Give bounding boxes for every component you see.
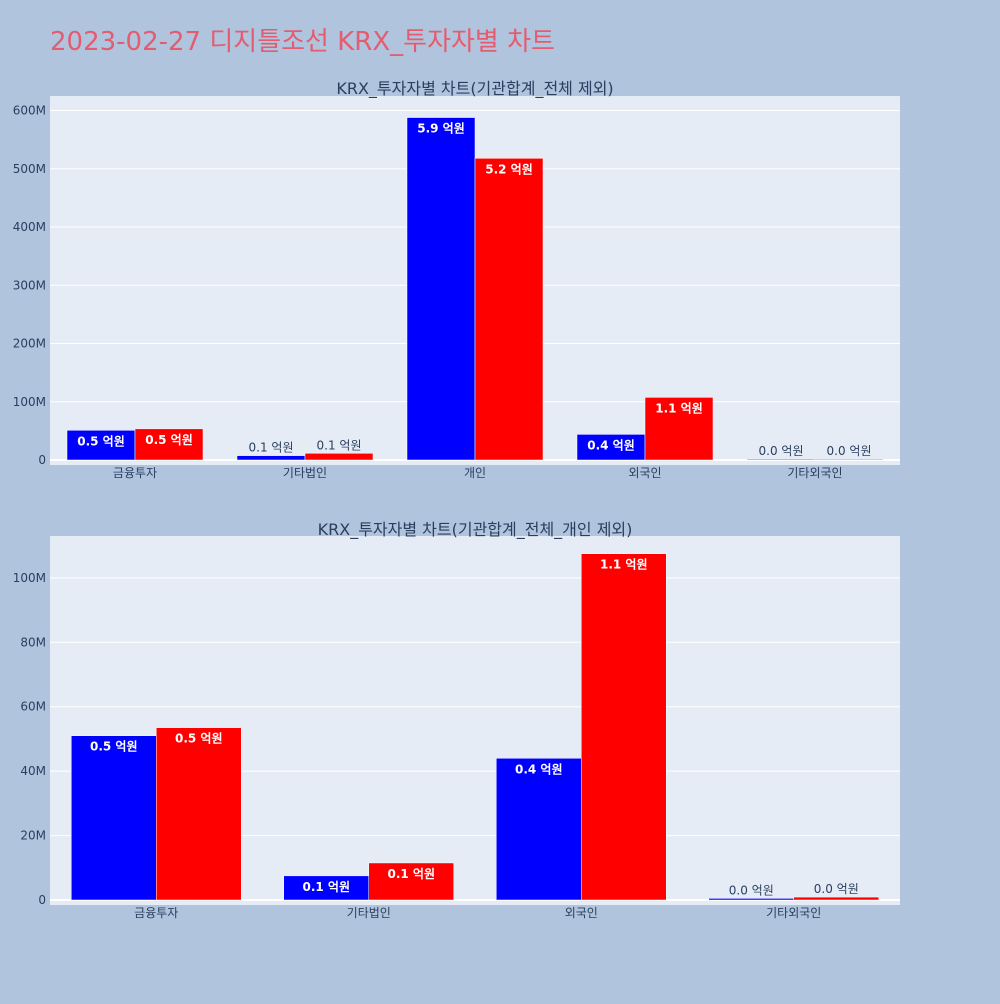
- data-label: 0.5 억원: [145, 433, 193, 447]
- y-tick-label: 60M: [20, 700, 46, 714]
- bar: [368, 862, 454, 901]
- data-label: 0.1 억원: [387, 867, 435, 881]
- data-label: 0.5 억원: [175, 732, 223, 746]
- chart-panel-1: 0 100M 200M 300M 400M 500M 600M KRX_투자자별 차트(기관합…: [13, 79, 900, 480]
- bar: [708, 898, 794, 901]
- y-tick-label: 600M: [13, 104, 46, 118]
- data-label: 0.0 억원: [759, 444, 804, 458]
- x-tick-label: 기타외국인: [766, 906, 821, 920]
- x-tick-label: 기타법인: [347, 906, 391, 920]
- y-tick-label: 200M: [13, 337, 46, 351]
- bar: [156, 727, 242, 901]
- bar: [406, 117, 476, 461]
- bar: [644, 397, 714, 461]
- bar: [746, 458, 816, 461]
- y-tick-label: 100M: [13, 571, 46, 585]
- data-label: 0.1 억원: [317, 438, 362, 452]
- data-label: 0.5 억원: [90, 740, 138, 754]
- x-tick-label: 기타법인: [283, 466, 327, 480]
- x-tick-label: 금융투자: [134, 906, 178, 920]
- chart-panel-2: 0 20M 40M 60M 80M 100M KRX_투자자별 차트(기관합계_전체_개인 …: [13, 520, 900, 920]
- y-tick-label: 20M: [20, 829, 46, 843]
- bar: [304, 453, 374, 461]
- chart-title: KRX_투자자별 차트(기관합계_전체 제외): [336, 79, 613, 99]
- y-tick-label: 0: [38, 453, 46, 467]
- bar: [581, 553, 667, 901]
- x-tick-label: 기타외국인: [787, 466, 842, 480]
- bar: [474, 158, 544, 461]
- data-label: 0.0 억원: [729, 883, 774, 897]
- data-label: 0.4 억원: [587, 438, 635, 452]
- bar: [134, 428, 204, 461]
- bar: [496, 758, 582, 901]
- bar: [236, 455, 306, 461]
- y-tick-label: 0: [38, 893, 46, 907]
- bar: [71, 735, 157, 901]
- data-label: 1.1 억원: [655, 401, 703, 415]
- y-tick-label: 500M: [13, 162, 46, 176]
- bar: [793, 896, 879, 901]
- y-tick-label: 300M: [13, 278, 46, 292]
- data-label: 0.0 억원: [827, 444, 872, 458]
- y-tick-label: 80M: [20, 635, 46, 649]
- chart-title: KRX_투자자별 차트(기관합계_전체_개인 제외): [318, 520, 633, 540]
- data-label: 0.1 억원: [249, 441, 294, 455]
- y-tick-label: 40M: [20, 764, 46, 778]
- page-title: 2023-02-27 디지틀조선 KRX_투자자별 차트: [50, 27, 555, 57]
- data-label: 5.2 억원: [485, 162, 533, 176]
- bar: [814, 458, 884, 461]
- data-label: 5.9 억원: [417, 122, 465, 136]
- bar: [283, 875, 369, 901]
- data-label: 0.1 억원: [302, 880, 350, 894]
- bar: [576, 434, 646, 461]
- data-label: 0.5 억원: [77, 434, 125, 448]
- x-tick-label: 외국인: [565, 906, 598, 920]
- x-tick-label: 외국인: [628, 466, 661, 480]
- data-label: 1.1 억원: [600, 558, 648, 572]
- data-label: 0.4 억원: [515, 762, 563, 776]
- x-tick-label: 금융투자: [113, 466, 157, 480]
- y-tick-label: 100M: [13, 395, 46, 409]
- data-label: 0.0 억원: [814, 882, 859, 896]
- y-tick-label: 400M: [13, 220, 46, 234]
- x-tick-label: 개인: [464, 466, 486, 480]
